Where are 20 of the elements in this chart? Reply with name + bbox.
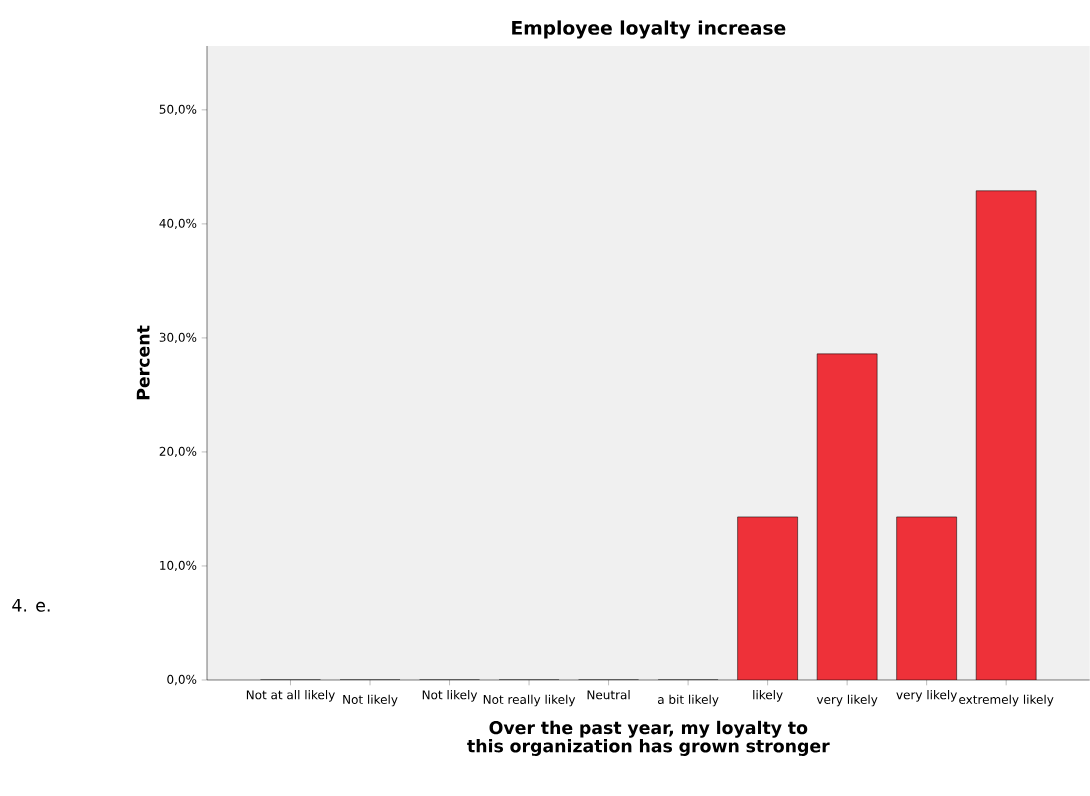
y-tick-label: 30,0% [159, 332, 197, 344]
x-tick-label: Not at all likely [246, 690, 335, 702]
x-tick-label: Not likely [343, 694, 398, 707]
x-tick-label: Not really likely [483, 694, 576, 707]
x-tick-label: Neutral [587, 690, 630, 700]
y-tick-label: 40,0% [159, 218, 197, 230]
x-tick-label: extremely likely [959, 694, 1054, 707]
x-tick-label: very likely [816, 694, 878, 707]
x-tick-label: likely [753, 690, 783, 702]
y-tick-label: 20,0% [159, 446, 197, 458]
y-axis-title: Percent [136, 325, 150, 400]
y-tick-label: 50,0% [159, 104, 197, 116]
text: 4. e. [12, 598, 50, 612]
x-tick-label: Not likely [422, 690, 478, 702]
x-tick-label: a bit likely [657, 694, 719, 707]
y-tick-label: 0,0% [167, 674, 197, 686]
y-tick-label: 10,0% [160, 560, 197, 572]
x-axis-title: Over the past year, my loyalty to this organization has grown stronger [467, 720, 830, 756]
chart-title: Employee loyalty increase [512, 20, 786, 39]
x-tick-label: very likely [896, 690, 957, 702]
